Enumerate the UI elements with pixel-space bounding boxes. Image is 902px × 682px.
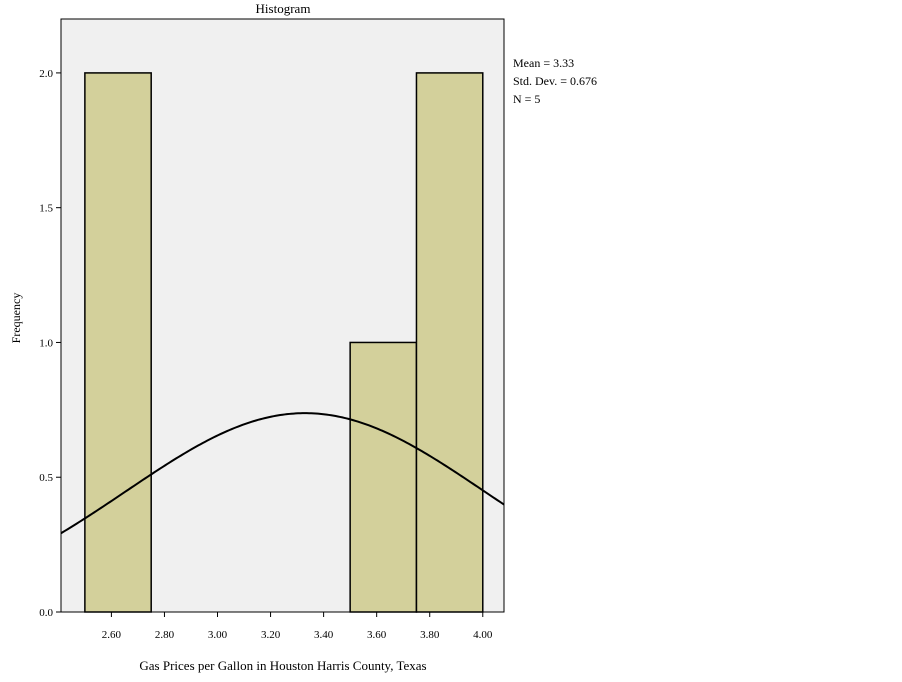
normal-curve (60, 412, 505, 535)
x-tick-label: 2.80 (155, 629, 175, 641)
y-tick-label: 2.0 (39, 68, 53, 80)
x-tick-label: 4.00 (473, 629, 493, 641)
y-axis: 0.0 0.5 1.0 1.5 2.0 (39, 68, 61, 619)
y-axis-label: Frequency (9, 293, 23, 344)
histogram-bars (84, 72, 484, 613)
x-tick-label: 3.00 (208, 629, 228, 641)
x-axis: 2.60 2.80 3.00 3.20 3.40 3.60 3.80 4.00 (102, 612, 493, 641)
histogram-bar (415, 72, 484, 613)
stat-std-dev: Std. Dev. = 0.676 (513, 74, 597, 88)
y-tick-label: 1.5 (39, 203, 53, 215)
stats-box: Mean = 3.33 Std. Dev. = 0.676 N = 5 (513, 54, 597, 108)
y-tick-label: 1.0 (39, 337, 53, 349)
x-tick-label: 3.60 (367, 629, 387, 641)
y-tick-label: 0.5 (39, 472, 53, 484)
x-tick-label: 3.40 (314, 629, 334, 641)
chart-title: Histogram (256, 1, 311, 16)
y-tick-label: 0.0 (39, 607, 53, 619)
x-tick-label: 3.80 (420, 629, 440, 641)
stat-n: N = 5 (513, 92, 541, 106)
stat-mean: Mean = 3.33 (513, 56, 575, 70)
x-tick-label: 2.60 (102, 629, 122, 641)
histogram-bar (84, 72, 152, 613)
x-axis-label: Gas Prices per Gallon in Houston Harris … (139, 658, 426, 673)
histogram-bar (349, 341, 418, 613)
x-tick-label: 3.20 (261, 629, 281, 641)
